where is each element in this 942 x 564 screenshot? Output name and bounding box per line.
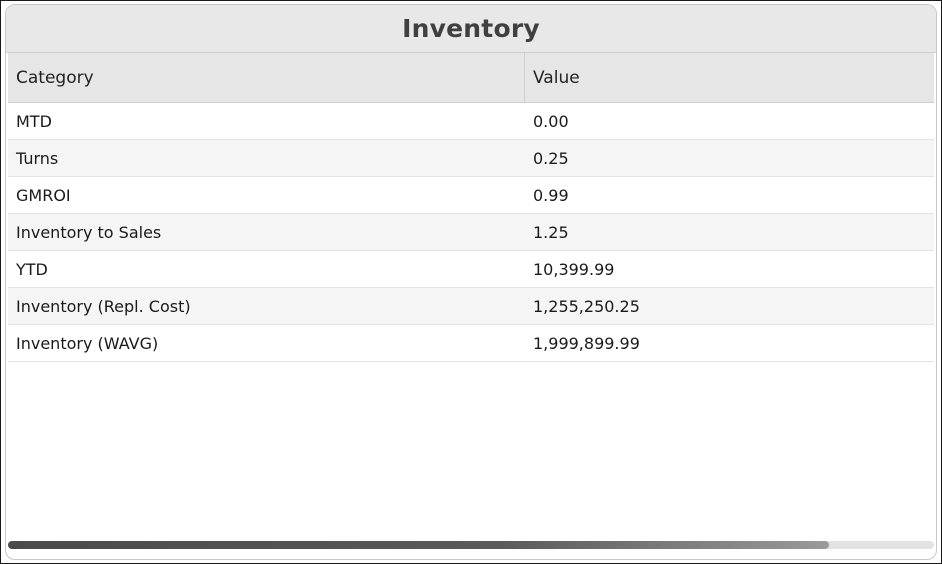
value-cell: 10,399.99 [533,259,615,279]
value-cell: 0.99 [533,185,569,205]
table-header-row: Category Value [8,53,934,103]
panel-title: Inventory [402,14,540,43]
horizontal-scrollbar[interactable] [8,541,934,549]
column-header-value[interactable]: Value [533,67,580,88]
table-row[interactable]: Inventory (Repl. Cost) 1,255,250.25 [8,288,934,325]
category-cell: MTD [16,111,52,131]
category-cell: Turns [16,148,59,168]
table-row[interactable]: GMROI 0.99 [8,177,934,214]
table-row[interactable]: Turns 0.25 [8,140,934,177]
table-row[interactable]: MTD 0.00 [8,103,934,140]
inventory-panel: Inventory Category Value MTD 0.00 Turns … [5,4,937,560]
category-cell: YTD [16,259,48,279]
value-cell: 1,999,899.99 [533,333,640,353]
category-cell: Inventory (Repl. Cost) [16,296,191,316]
table-row[interactable]: Inventory to Sales 1.25 [8,214,934,251]
category-cell: Inventory (WAVG) [16,333,159,353]
column-header-category[interactable]: Category [8,53,525,102]
table-row[interactable]: YTD 10,399.99 [8,251,934,288]
scrollbar-thumb[interactable] [8,541,829,549]
category-cell: GMROI [16,185,71,205]
value-cell: 0.25 [533,148,569,168]
table-row[interactable]: Inventory (WAVG) 1,999,899.99 [8,325,934,362]
value-cell: 1.25 [533,222,569,242]
inventory-table: Category Value MTD 0.00 Turns 0.25 GMROI… [8,53,934,362]
category-cell: Inventory to Sales [16,222,162,242]
value-cell: 0.00 [533,111,569,131]
value-cell: 1,255,250.25 [533,296,640,316]
panel-header: Inventory [6,5,936,53]
